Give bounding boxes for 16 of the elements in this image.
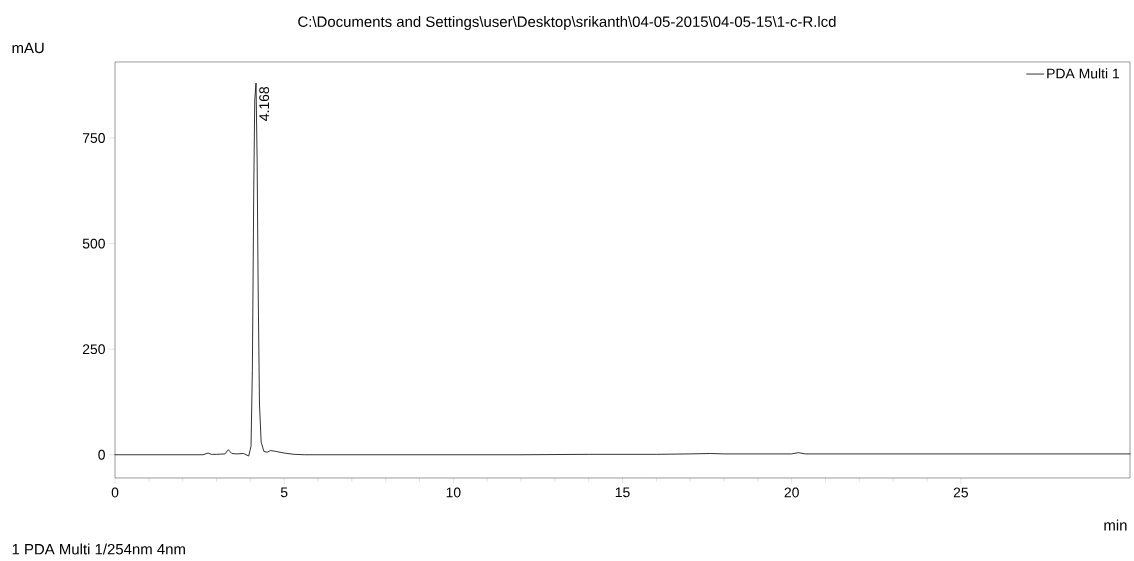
annotation: 4.168 (259, 86, 270, 121)
y-tick-label: 750 (82, 133, 105, 143)
x-tick-label: 0 (111, 487, 119, 498)
legend-label: PDA Multi 1 (1047, 68, 1120, 79)
x-axis-title: min (1104, 519, 1127, 531)
x-tick-label: 20 (784, 487, 799, 498)
chart-title: C:\Documents and Settings\user\Desktop\srikanth\04-05-2015\04-05-15\1-c-R.lcd (298, 16, 836, 30)
x-tick-label: 15 (615, 487, 630, 498)
y-tick-label: 250 (82, 344, 105, 355)
text: 1 PDA Multi 1/254nm 4nm (12, 543, 185, 555)
y-tick-label: 500 (82, 238, 105, 249)
x-tick-label: 10 (446, 487, 461, 498)
x-tick-label: 25 (953, 487, 969, 498)
y-axis-title: mAU (12, 42, 44, 54)
y-tick-label: 0 (98, 449, 105, 460)
x-tick-label: 5 (280, 487, 288, 498)
